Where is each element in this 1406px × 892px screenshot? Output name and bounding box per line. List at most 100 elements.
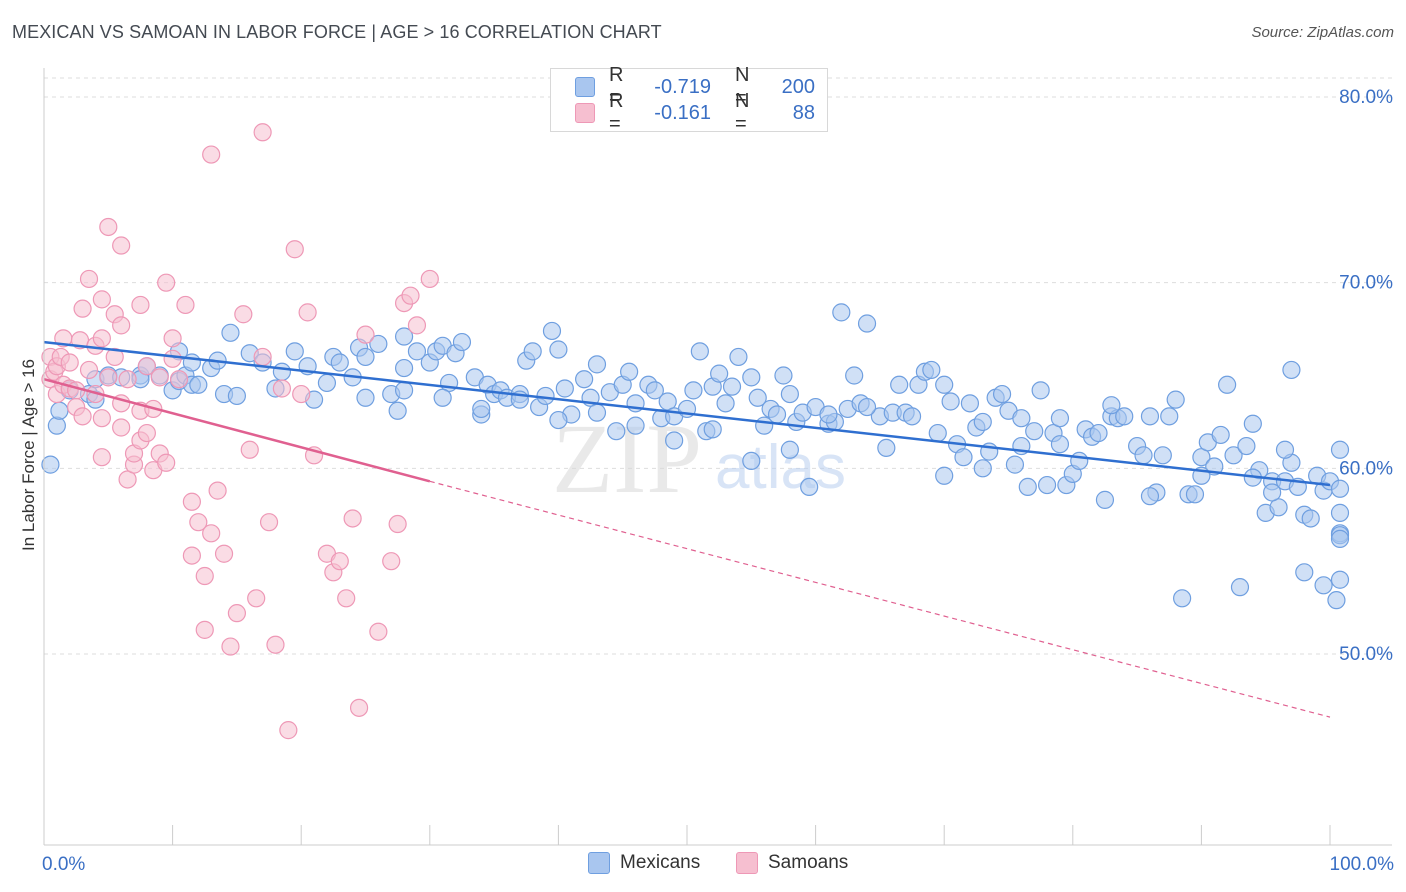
samoans-point [79,360,99,380]
samoans-point [195,566,214,586]
y-tick-label: 60.0% [1339,458,1393,479]
x-tick-label: 0.0% [42,854,85,875]
mexicans-point [1166,390,1185,409]
mexicans-point [935,375,954,394]
y-tick-label: 50.0% [1339,644,1393,665]
samoans-point [349,698,369,717]
samoans-point [247,589,266,608]
mexicans-point [1050,409,1070,428]
mexicans-point [587,403,607,422]
samoans-point [337,589,356,608]
trend-layer [43,340,1331,718]
mexicans-point [992,384,1012,404]
samoans-point [369,622,388,641]
mexicans-point [1330,479,1350,498]
samoans-point [163,329,182,348]
samoans-point [73,407,92,426]
mexicans-point [356,347,375,367]
samoans-point [382,552,401,571]
mexicans-point [1115,407,1134,426]
mexicans-point [227,386,246,406]
mexicans-point [1089,423,1108,443]
mexicans-point [1243,414,1262,433]
mexicans-point [857,397,877,417]
mexicans-point [189,375,208,394]
samoans-point [279,721,298,740]
samoans-point [131,295,150,315]
samoans-point [73,299,92,318]
mexicans-point [1140,487,1160,506]
samoans-point [401,286,420,305]
mexicans-point [356,388,375,407]
mexicans-point [742,451,761,471]
samoans-point [214,544,234,563]
legend-item-mexicans[interactable]: Mexicans [588,852,700,874]
axis-layer: 50.0% 60.0% 70.0% 80.0% 0.0% 100.0% [42,68,1394,875]
samoans-point [118,370,137,389]
mexicans-point [742,368,761,387]
mexicans-point [935,466,954,485]
mexicans-point [690,342,709,361]
mexicans-point [41,455,60,474]
r-value: -0.161 [654,101,711,124]
mexicans-point [1263,483,1282,502]
samoans-point [99,368,118,387]
mexicans-point [523,342,542,361]
samoans-point [285,240,304,259]
legend-item-samoans[interactable]: Samoans [736,852,848,874]
mexicans-point [1330,570,1350,589]
mexicans-point [388,401,407,420]
mexicans-point [922,360,941,380]
samoans-point [157,453,176,472]
mexicans-point [645,381,664,400]
mexicans-point [954,448,973,467]
mexicans-swatch [588,852,610,874]
chart-title: MEXICAN VS SAMOAN IN LABOR FORCE | AGE >… [12,22,662,42]
r-label: R = [609,90,624,135]
samoans-point [169,370,189,389]
samoans-point [99,217,118,237]
mexicans-point [369,334,388,354]
mexicans-point [928,423,947,443]
mexicans-point [1025,422,1044,441]
samoans-point [388,514,407,534]
mexicans-point [1295,563,1314,582]
mexicans-point [1050,435,1070,454]
mexicans-point [626,416,645,435]
mexicans-point [221,323,240,342]
samoans-swatch [575,103,595,123]
samoans-point [176,295,195,315]
legend-label-mexicans: Mexicans [620,852,701,873]
mexicans-point [780,440,799,459]
mexicans-point [407,342,427,361]
samoans-point [240,440,259,459]
mexicans-point [890,375,909,394]
mexicans-point [555,379,574,398]
mexicans-point [607,422,626,441]
samoans-point [356,325,375,344]
samoans-point [330,552,349,571]
mexicans-point [729,347,748,367]
mexicans-point [941,392,960,411]
samoans-point [112,316,131,335]
samoans-point [253,347,272,367]
samoans-point [221,637,240,656]
mexicans-point [774,366,793,385]
mexicans-point [767,405,787,424]
n-value: 88 [792,101,815,124]
mexicans-point [1275,440,1295,459]
mexicans-point [452,332,472,352]
mexicans-point [1070,451,1089,471]
samoans-point [163,349,182,368]
mexicans-point [394,327,414,346]
mexicans-point [716,394,735,413]
mexicans-point [433,388,452,407]
mexicans-point [1301,509,1320,528]
samoans-point [272,379,292,398]
mexicans-point [317,373,337,393]
mexicans-point [1134,446,1153,465]
stats-legend: R = -0.719 N = 200 R = -0.161 N = 88 [550,64,828,135]
samoans-trend-line [43,378,431,483]
mexicans-point [710,364,729,383]
mexicans-point [1330,503,1350,522]
